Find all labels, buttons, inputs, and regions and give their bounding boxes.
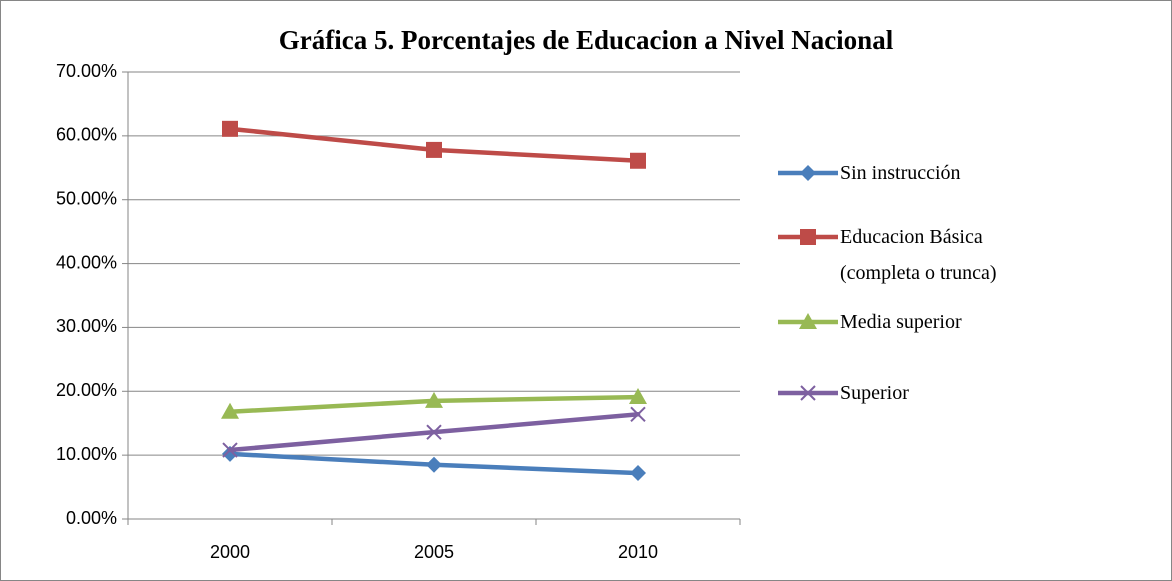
point-marker <box>426 424 442 440</box>
y-tick-label: 20.00% <box>56 380 117 400</box>
x-tick-label: 2010 <box>618 542 658 562</box>
y-tick-label: 60.00% <box>56 125 117 145</box>
point-marker <box>222 120 238 137</box>
legend-label: Media superior <box>840 311 962 333</box>
legend-label: Sin instrucción <box>840 162 961 184</box>
point-marker <box>630 465 646 482</box>
point-marker <box>426 456 442 473</box>
y-tick-label: 30.00% <box>56 316 117 336</box>
point-marker <box>221 402 239 419</box>
y-tick-label: 40.00% <box>56 252 117 272</box>
point-marker <box>426 141 442 158</box>
y-tick-label: 70.00% <box>56 61 117 81</box>
point-marker <box>425 391 443 408</box>
legend-marker <box>800 385 816 401</box>
point-marker <box>630 152 646 169</box>
legend-marker <box>800 229 816 245</box>
point-marker <box>630 406 646 422</box>
legend-marker <box>800 165 816 181</box>
y-tick-label: 50.00% <box>56 188 117 208</box>
point-marker <box>629 388 647 405</box>
y-tick-label: 0.00% <box>66 508 117 528</box>
point-marker <box>222 442 238 458</box>
y-tick-label: 10.00% <box>56 444 117 464</box>
legend-label: Educacion Básica (completa o trunca) <box>840 226 997 284</box>
x-tick-label: 2005 <box>414 542 454 562</box>
legend-marker <box>799 313 817 329</box>
x-tick-label: 2000 <box>210 542 250 562</box>
chart-title: Gráfica 5. Porcentajes de Educacion a Ni… <box>279 25 894 55</box>
legend-label: Superior <box>840 382 909 404</box>
